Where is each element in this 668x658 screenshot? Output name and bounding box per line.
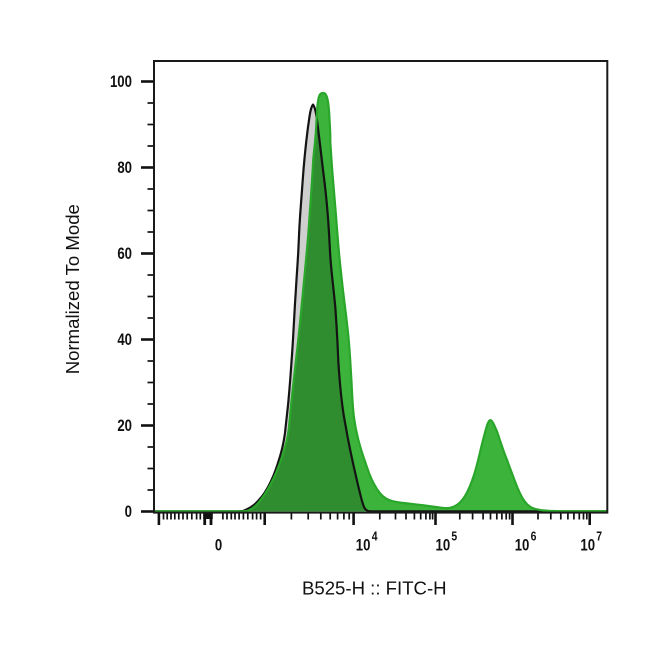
svg-text:0: 0 (125, 503, 132, 522)
svg-text:100: 100 (110, 73, 132, 92)
svg-text:80: 80 (117, 159, 132, 178)
svg-text:B525-H :: FITC-H: B525-H :: FITC-H (302, 578, 447, 599)
svg-text:40: 40 (117, 331, 132, 350)
svg-text:10: 10 (580, 536, 595, 555)
svg-text:4: 4 (372, 529, 378, 543)
svg-text:10: 10 (356, 536, 371, 555)
svg-text:Normalized To Mode: Normalized To Mode (62, 204, 83, 374)
svg-text:10: 10 (515, 536, 530, 555)
svg-text:7: 7 (596, 529, 602, 543)
svg-text:0: 0 (215, 536, 222, 555)
svg-text:6: 6 (531, 529, 537, 543)
svg-text:60: 60 (117, 245, 132, 264)
svg-text:5: 5 (451, 529, 457, 543)
svg-text:20: 20 (117, 417, 132, 436)
svg-text:10: 10 (436, 536, 451, 555)
